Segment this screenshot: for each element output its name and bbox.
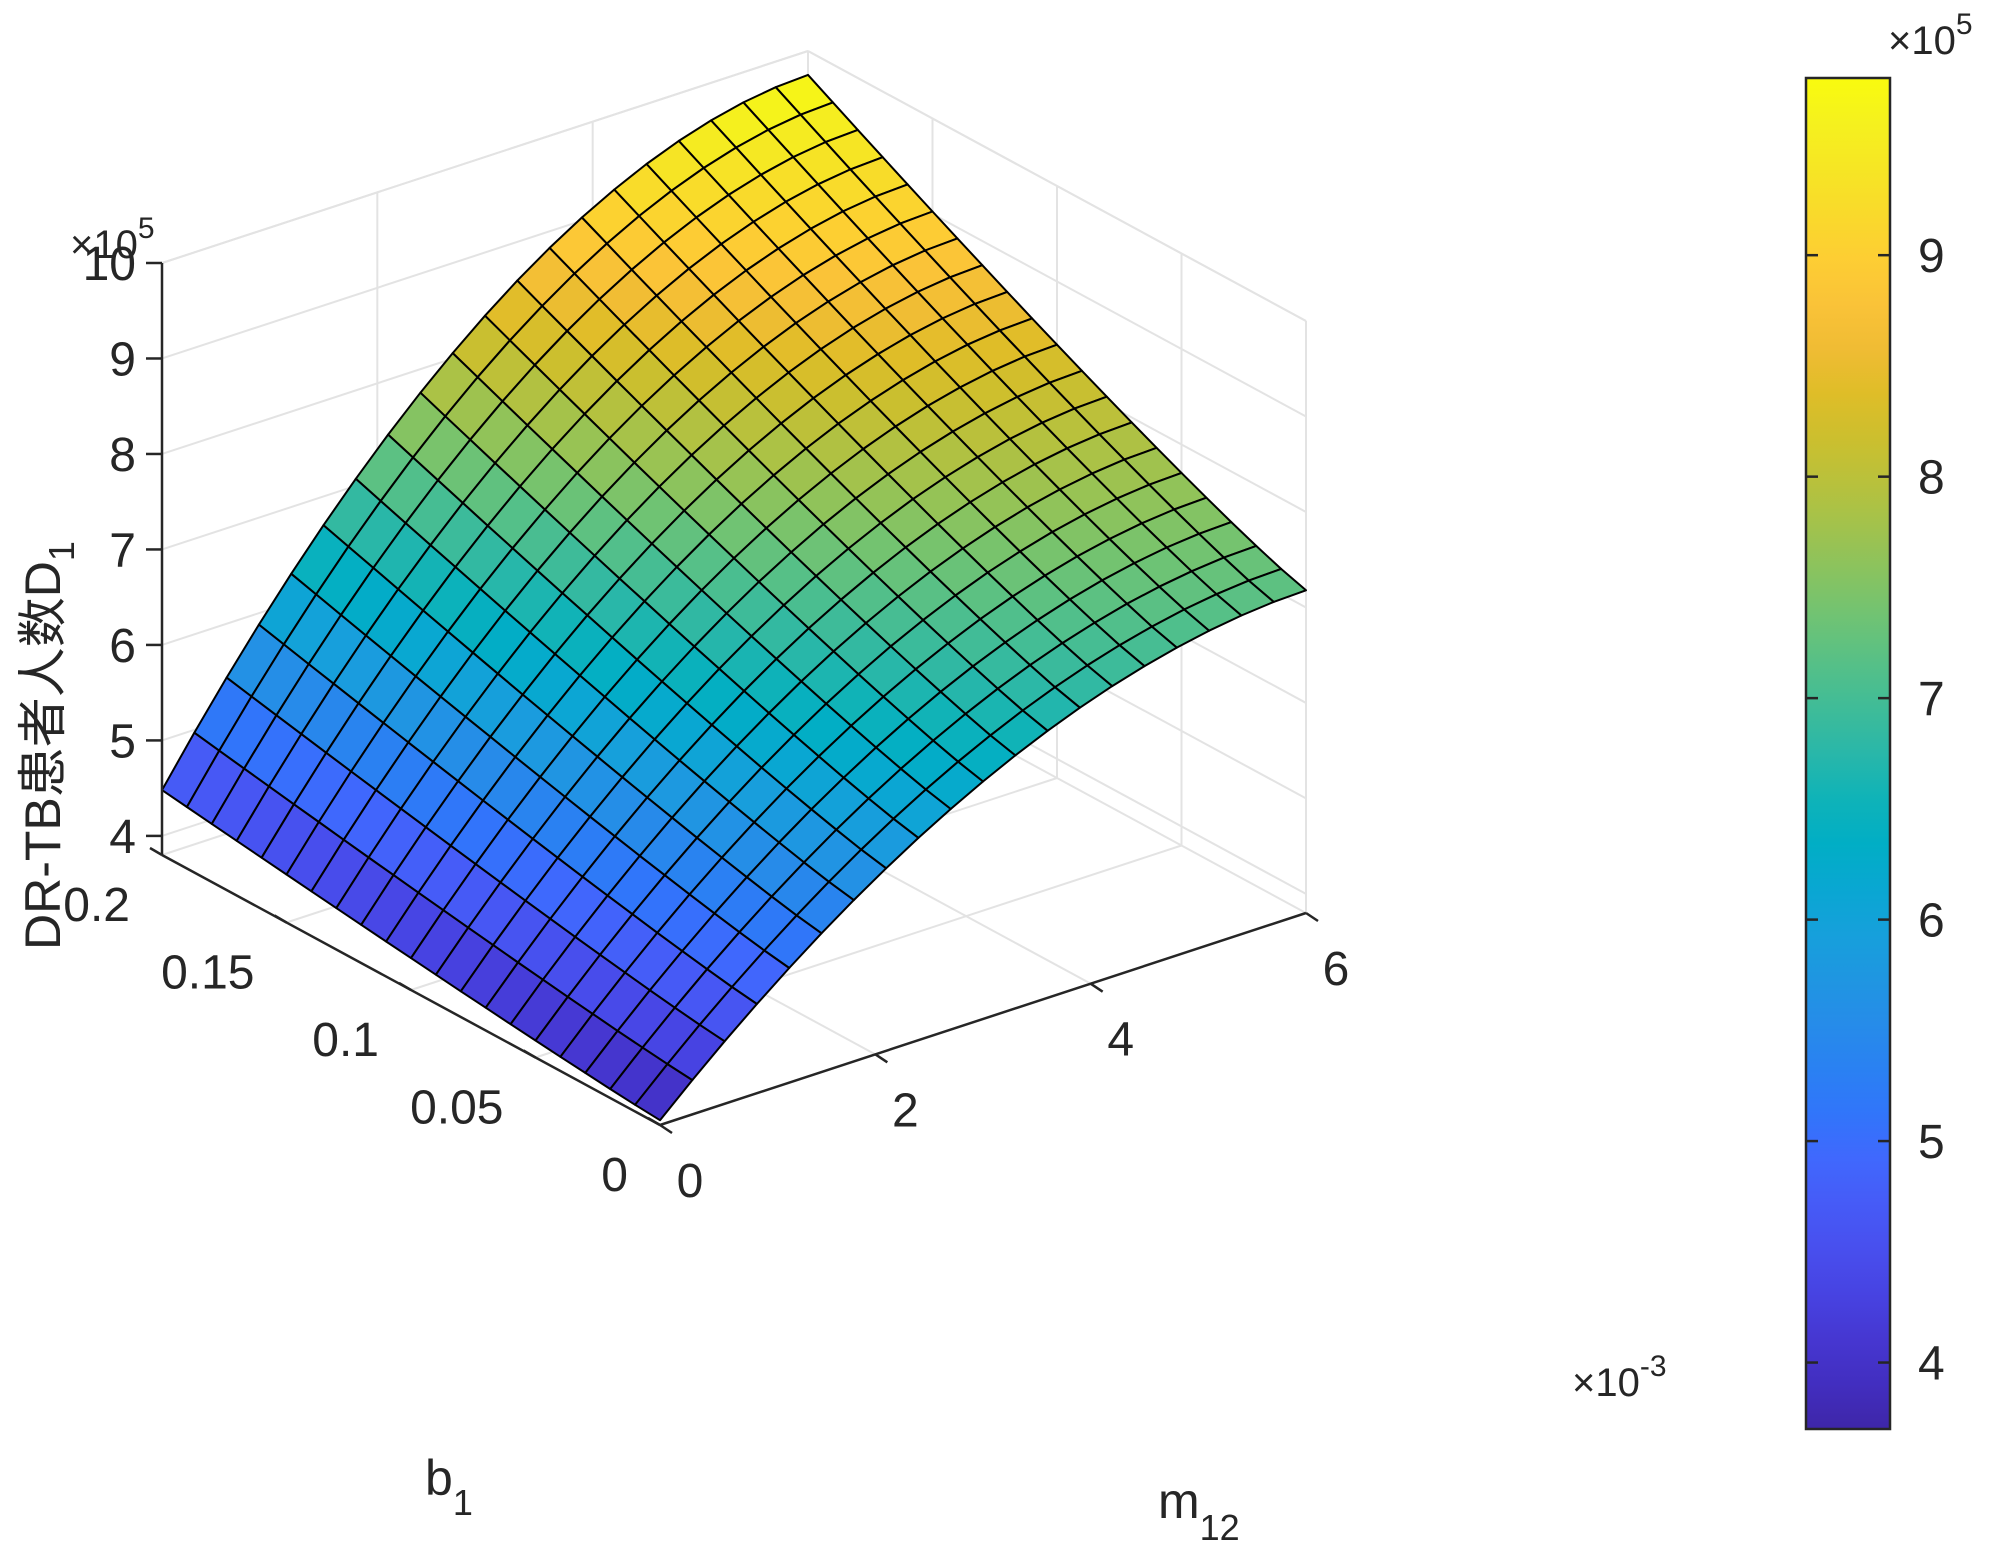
x-tick	[1305, 911, 1319, 923]
x-tick-label: 0	[677, 1155, 704, 1208]
surface-layer	[161, 73, 1307, 1122]
y-tick-label: 0.1	[312, 1014, 379, 1067]
x-exponent-label: ×10-3	[1572, 1350, 1667, 1405]
z-axis-title: DR-TB患者人数D1	[15, 541, 82, 950]
y-tick-label: 0.2	[63, 879, 130, 932]
y-axis-title: b1	[425, 1450, 473, 1523]
y-tick	[522, 1049, 537, 1059]
colorbar-tick-label: 8	[1918, 452, 1945, 505]
z-tick-label: 9	[109, 333, 136, 386]
y-tick	[398, 981, 412, 992]
colorbar-tick-label: 7	[1918, 673, 1945, 726]
y-tick	[647, 1116, 661, 1127]
box-edge	[807, 50, 1307, 322]
y-tick-label: 0	[601, 1149, 628, 1202]
y-tick-label: 0.05	[410, 1082, 503, 1135]
colorbar-tick-label: 5	[1918, 1116, 1945, 1169]
box-edge	[161, 50, 809, 264]
colorbar-gradient	[1804, 76, 1892, 1431]
x-tick	[1089, 982, 1104, 993]
colorbar-exponent-label: ×105	[1888, 8, 1973, 63]
y-tick	[273, 914, 288, 924]
x-axis-line	[659, 911, 1307, 1127]
z-tick-label: 8	[109, 429, 136, 482]
x-tick	[659, 1123, 673, 1135]
x-tick-label: 4	[1107, 1014, 1134, 1067]
z-tick-label: 10	[83, 238, 136, 291]
labels-layer: ×105 ×10-3 ×105 DR-TB患者人数D1 b1 m12	[15, 8, 1973, 1548]
colorbar-tick-label: 6	[1918, 895, 1945, 948]
surface-facet	[634, 1063, 694, 1122]
y-tick-label: 0.15	[161, 947, 254, 1000]
colorbar-tick-label: 9	[1918, 230, 1945, 283]
colorbar: 4 5 6 7 8 9	[1804, 76, 1945, 1431]
z-tick-label: 7	[109, 524, 136, 577]
x-tick	[874, 1053, 889, 1064]
axes-layer: 4 5 6 7 8 9 10 0 0.05 0.1 0.15 0.2 0 2 4 6	[63, 238, 1349, 1208]
x-tick-label: 2	[892, 1084, 919, 1137]
z-tick-label: 4	[109, 811, 136, 864]
z-exponent-label: ×105	[70, 212, 155, 267]
x-tick-label: 6	[1323, 943, 1350, 996]
z-tick-label: 5	[109, 715, 136, 768]
z-tick-label: 6	[109, 620, 136, 673]
colorbar-tick-label: 4	[1918, 1338, 1945, 1391]
y-tick	[149, 846, 163, 857]
x-axis-title: m12	[1158, 1473, 1240, 1545]
